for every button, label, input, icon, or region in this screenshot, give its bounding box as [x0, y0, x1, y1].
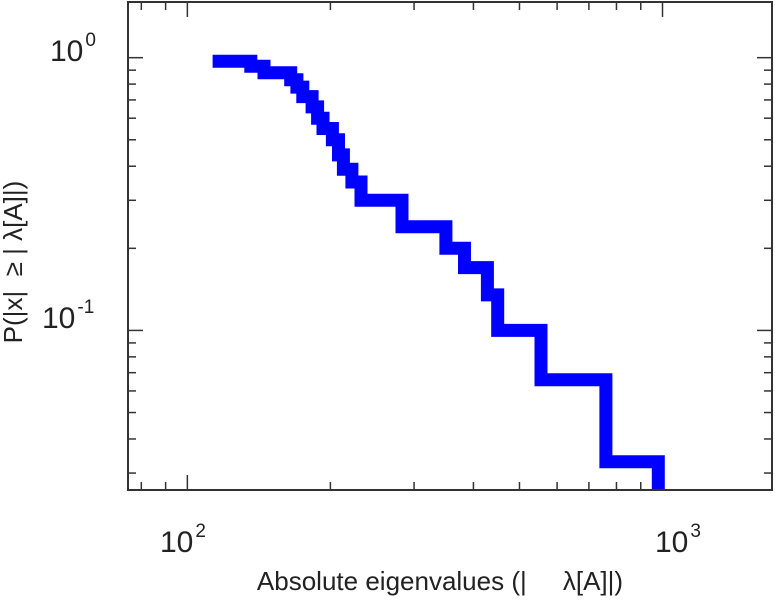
plot-frame [127, 1, 773, 491]
ccdf-step-line [212, 54, 665, 490]
x-tick-label-1e3: 10 3 [655, 521, 701, 559]
y-tick-label-1e0: 10 0 [50, 30, 96, 68]
y-tick-label-1e-1: 10 -1 [42, 297, 94, 335]
y-axis-title: P(|x| ≥ | λ[A]|) [0, 181, 28, 344]
x-axis-title: Absolute eigenvalues (| λ[A]|) [257, 566, 623, 596]
x-tick-label-1e2: 10 2 [160, 521, 206, 559]
series-layer [212, 54, 665, 490]
